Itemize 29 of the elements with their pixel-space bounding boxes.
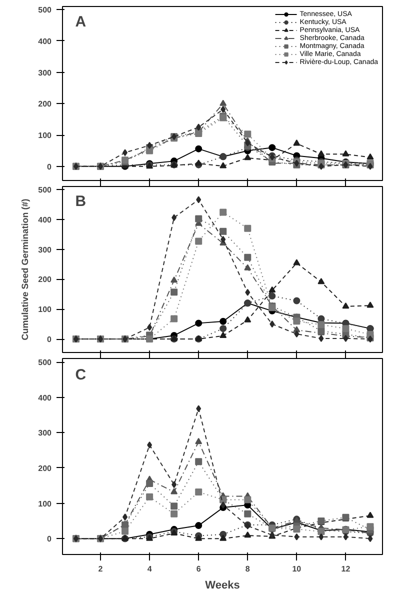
y-tick-label: 300	[38, 68, 52, 78]
y-tick-label: 500	[38, 186, 52, 194]
text: C	[75, 366, 86, 384]
x-tick-label: 8	[245, 564, 250, 574]
y-tick-label: 100	[38, 499, 52, 508]
y-tick-label: 400	[38, 36, 52, 46]
y-tick-label: 300	[38, 245, 52, 254]
x-tick-label: 6	[196, 564, 202, 574]
text: A	[75, 13, 86, 30]
text: B	[75, 193, 86, 210]
y-tick-label: 0	[47, 335, 52, 344]
x-tick-label: 2	[98, 564, 104, 574]
y-tick-label: 0	[47, 534, 52, 544]
y-tick-label: 400	[38, 393, 52, 402]
x-tick-label: 4	[147, 564, 152, 574]
x-tick-label: 10	[292, 564, 302, 574]
y-tick-label: 500	[38, 6, 52, 15]
y-tick-label: 100	[38, 131, 52, 140]
y-axis-title: Cumulative Seed Germination (#)	[20, 198, 30, 340]
y-tick-label: 0	[47, 162, 52, 172]
y-tick-label: 200	[38, 275, 52, 284]
x-tick-label: 12	[341, 564, 351, 574]
y-tick-label: 200	[38, 464, 52, 473]
y-tick-label: 500	[38, 358, 52, 368]
y-tick-label: 400	[38, 215, 52, 224]
x-axis-title: Weeks	[205, 580, 240, 592]
y-tick-label: 100	[38, 305, 52, 314]
y-tick-label: 300	[38, 428, 52, 438]
y-tick-label: 200	[38, 100, 52, 109]
